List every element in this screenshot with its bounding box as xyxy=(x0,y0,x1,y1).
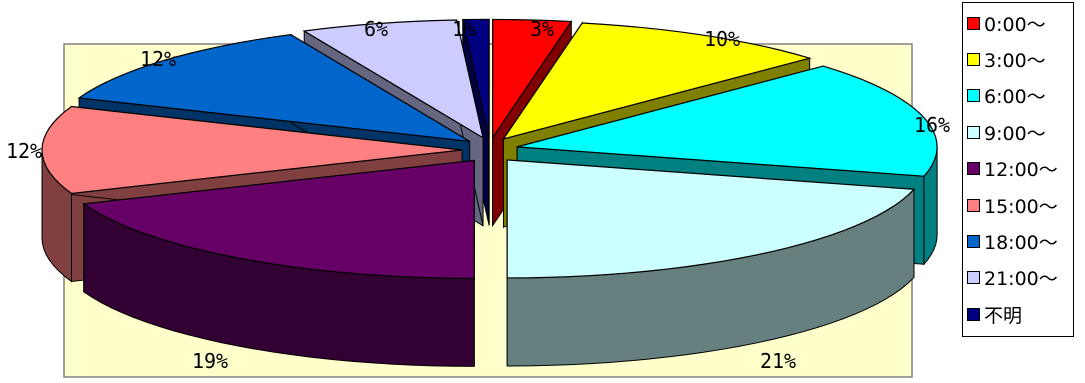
legend-item: 0:00～ xyxy=(967,5,1073,41)
legend-label: 18:00～ xyxy=(984,232,1058,255)
legend-swatch xyxy=(967,162,980,176)
percent-labels: 3% 10% 16% 21% 19% 12% 12% 6% 1% xyxy=(6,17,950,373)
legend-swatch xyxy=(967,271,980,285)
legend-swatch xyxy=(967,16,980,30)
pie-slices xyxy=(41,18,938,367)
data-label-7: 12% xyxy=(140,47,176,71)
legend-label: 12:00～ xyxy=(984,159,1058,182)
pie-slice-4 xyxy=(506,159,916,367)
legend-label: 21:00～ xyxy=(984,268,1058,291)
legend-label: 9:00～ xyxy=(984,122,1046,145)
data-label-8: 6% xyxy=(364,17,388,41)
legend-label: 不明 xyxy=(984,304,1023,327)
legend-swatch xyxy=(967,198,980,212)
pie-slice-top xyxy=(302,19,484,140)
legend-label: 0:00～ xyxy=(984,13,1046,36)
legend-swatch xyxy=(967,235,980,249)
legend-label: 3:00～ xyxy=(984,50,1046,73)
legend-swatch xyxy=(967,125,980,139)
legend-item: 15:00～ xyxy=(967,187,1073,223)
legend-swatch xyxy=(967,307,980,321)
pie-slice-top xyxy=(492,18,573,140)
pie-slice-top xyxy=(516,65,938,177)
data-label-1: 3% xyxy=(530,17,554,41)
pie-slice-top xyxy=(502,22,812,140)
legend-item: 21:00～ xyxy=(967,260,1073,296)
pie-slice-top xyxy=(41,105,463,195)
data-label-5: 19% xyxy=(192,349,228,373)
legend-swatch xyxy=(967,53,980,67)
pie-slice-top xyxy=(82,159,475,280)
legend-item: 9:00～ xyxy=(967,114,1073,150)
legend-swatch xyxy=(967,89,980,103)
legend-item: 不明 xyxy=(967,296,1073,332)
legend-item: 12:00～ xyxy=(967,151,1073,187)
data-label-3: 16% xyxy=(914,113,950,137)
legend-item: 18:00～ xyxy=(967,223,1073,259)
pie-slice-top xyxy=(77,33,470,142)
pie-slice-5 xyxy=(82,159,475,367)
data-label-4: 21% xyxy=(760,349,796,373)
legend-label: 6:00～ xyxy=(984,86,1046,109)
legend-label: 15:00～ xyxy=(984,195,1058,218)
data-label-9: 1% xyxy=(452,17,476,41)
legend-item: 3:00～ xyxy=(967,41,1073,77)
legend: 0:00～ 3:00～ 6:00～ 9:00～ 12:00～ 15:00～ 18:00～ 21… xyxy=(962,2,1074,337)
data-label-2: 10% xyxy=(704,27,740,51)
data-label-6: 12% xyxy=(6,139,42,163)
legend-item: 6:00～ xyxy=(967,78,1073,114)
pie-slice-top xyxy=(506,159,916,279)
pie-slice-top xyxy=(462,18,490,138)
